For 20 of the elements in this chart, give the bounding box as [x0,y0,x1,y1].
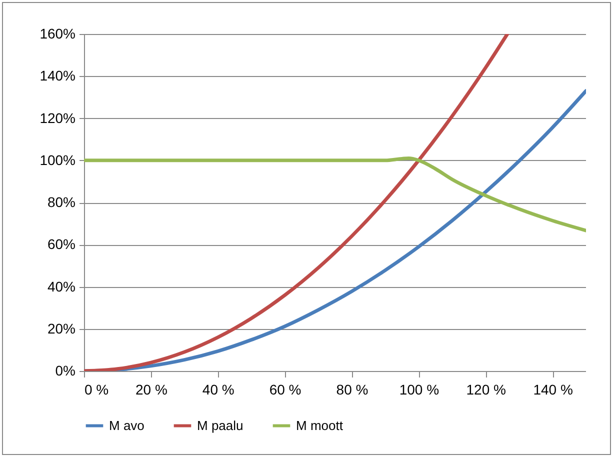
x-tick-label: 0 % [84,382,109,398]
legend-label: M moott [296,418,344,433]
legend-label: M avo [109,418,144,433]
y-tick-label: 40% [47,278,76,294]
y-tick-label: 120% [40,110,76,126]
x-tick-label: 80 % [336,382,368,398]
x-tick-label: 60 % [269,382,302,398]
y-tick-label: 0% [55,362,76,378]
x-tick-label: 100 % [399,382,440,398]
y-tick-label: 100% [40,152,76,168]
y-tick-label: 60% [47,236,76,252]
y-tick-label: 20% [47,320,76,336]
x-tick-label: 140 % [533,382,573,398]
legend-label: M paalu [197,418,244,433]
y-tick-label: 140% [40,68,76,84]
y-tick-label: 80% [47,194,76,210]
x-tick-label: 120 % [466,382,506,398]
x-tick-label: 20 % [135,382,168,398]
y-tick-label: 160% [40,26,76,42]
x-tick-label: 40 % [202,382,234,398]
